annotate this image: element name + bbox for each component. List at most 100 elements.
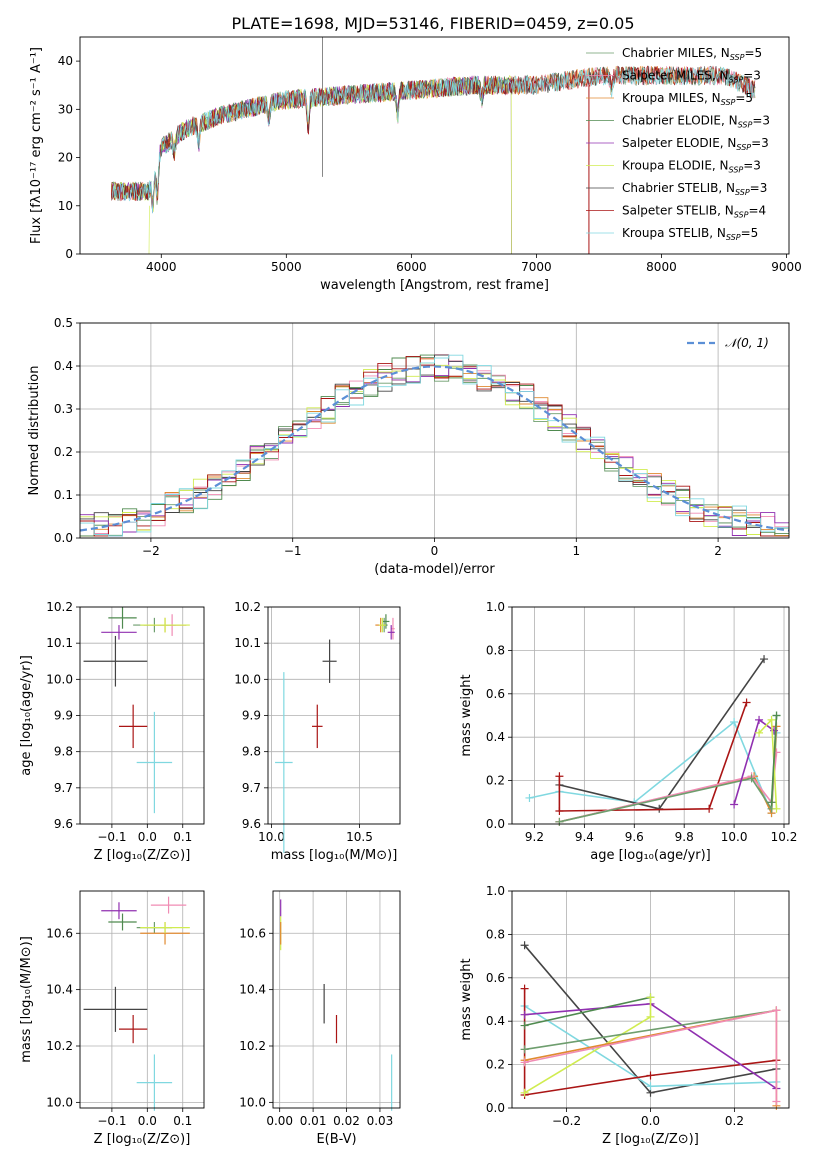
x-tick-label: 9000: [771, 260, 802, 274]
y-axis-label: Flux [fλ10⁻¹⁷ erg cm⁻² s⁻¹ A⁻¹]: [29, 47, 44, 244]
x-tick-label: 9.8: [675, 830, 694, 844]
x-tick-label: 10.5: [346, 830, 373, 844]
x-tick-label: 10.0: [258, 830, 285, 844]
y-tick-label: 0.1: [54, 488, 73, 502]
legend-label: Chabrier MILES, NSSP=5: [622, 46, 762, 62]
y-tick-label: 0.2: [54, 445, 73, 459]
y-tick-label: 1.0: [486, 884, 505, 898]
x-tick-label: 0.00: [266, 1114, 293, 1128]
weight-vs-metallicity-panel: −0.2 0.0 0.2 0.0 0.2 0.4 0.6 0.8 1.0 Z [log₁₀(Z/Z…: [459, 884, 790, 1147]
mass-vs-metallicity-panel: −0.1 0.0 0.1 10.0 10.2 10.4 10.6 Z [log₁₀(Z/Z⊙)…: [19, 890, 205, 1147]
x-axis-label: wavelength [Angstrom, rest frame]: [320, 278, 549, 293]
y-tick-label: 20: [58, 151, 73, 165]
y-tick-label: 10.6: [46, 926, 73, 940]
weight-point-kroupa_stelib: [525, 793, 534, 802]
weight-point-salpeter_stelib: [705, 804, 714, 813]
x-axis-label: age [log₁₀(age/yr)]: [590, 848, 711, 863]
x-tick-label: 9.6: [625, 830, 644, 844]
x-tick-label: 10.0: [721, 830, 748, 844]
y-tick-label: 0.0: [486, 1101, 505, 1115]
y-tick-label: 0.4: [486, 730, 505, 744]
x-tick-label: 10.2: [771, 830, 798, 844]
y-tick-label: 9.9: [242, 709, 261, 723]
legend-label: Kroupa ELODIE, NSSP=3: [622, 159, 761, 175]
y-tick-label: 10.2: [234, 600, 261, 614]
y-tick-label: 10.0: [46, 672, 73, 686]
y-tick-label: 10: [58, 199, 73, 213]
x-axis-label: Z [log₁₀(Z/Z⊙)]: [94, 1132, 191, 1147]
x-tick-label: 0.0: [138, 830, 157, 844]
y-tick-label: 9.6: [54, 817, 73, 831]
weight-point-kroupa_elodie: [646, 993, 655, 1002]
mass-vs-ebv-panel: 0.00 0.01 0.02 0.03 10.0 10.2 10.4 10.6 E(B-V): [239, 890, 401, 1147]
age-vs-metallicity-panel: −0.1 0.0 0.1 9.6 9.7 9.8 9.9 10.0 10.1 10.2 Z [log…: [19, 600, 205, 863]
y-tick-label: 10.1: [234, 636, 261, 650]
x-tick-label: 0.2: [725, 1114, 744, 1128]
weight-point-chabrier_elodie: [520, 1021, 529, 1030]
normal-curve: [79, 365, 790, 532]
weight-series-chabrier_elodie: [524, 996, 651, 1027]
axes-frame: [79, 890, 205, 1109]
weight-vs-age-panel: 9.2 9.4 9.6 9.8 10.0 10.2 0.0 0.2 0.4 0.6 0.8 1.0 ag…: [459, 600, 797, 863]
x-tick-label: −0.2: [552, 1114, 581, 1128]
spectrum-panel: 4000 5000 6000 7000 8000 9000 0 10 20 30 40 wavelen…: [29, 36, 802, 293]
x-tick-label: −0.1: [97, 830, 126, 844]
weight-point-kroupa_elodie: [520, 1088, 529, 1097]
x-axis-label: Z [log₁₀(Z/Z⊙)]: [602, 1132, 699, 1147]
y-tick-label: 0.0: [54, 531, 73, 545]
legend-label: Kroupa STELIB, NSSP=5: [622, 226, 758, 242]
axes-frame: [79, 36, 790, 255]
x-tick-label: 2: [714, 544, 722, 558]
age-vs-mass-panel: 10.0 10.5 9.6 9.7 9.8 9.9 10.0 10.1 10.2 mass [lo…: [234, 600, 401, 863]
weight-point-chabrier_miles: [520, 1045, 529, 1054]
y-tick-label: 10.0: [234, 672, 261, 686]
y-tick-label: 0.2: [486, 774, 505, 788]
weight-point-kroupa_elodie: [767, 715, 776, 724]
x-tick-label: 6000: [396, 260, 427, 274]
histogram-series-kroupa_stelib: [80, 354, 789, 537]
x-tick-label: 0.1: [173, 1114, 192, 1128]
figure-title: PLATE=1698, MJD=53146, FIBERID=0459, z=0…: [231, 14, 634, 33]
weight-series-chabrier_elodie: [770, 715, 778, 803]
weight-point-salpeter_stelib: [646, 1071, 655, 1080]
legend-label: Chabrier STELIB, NSSP=3: [622, 181, 767, 197]
axes-frame: [511, 890, 790, 1109]
weight-point-salpeter_stelib: [555, 806, 564, 815]
x-tick-label: 0.0: [138, 1114, 157, 1128]
spectrum-series-kroupa_stelib: [111, 66, 756, 214]
legend-label: 𝒩(0, 1): [725, 336, 769, 350]
axes-frame: [267, 606, 401, 825]
weight-point-kroupa_elodie: [646, 1012, 655, 1021]
x-axis-label: E(B-V): [316, 1132, 356, 1147]
weight-point-chabrier_elodie: [772, 711, 781, 720]
y-tick-label: 9.7: [54, 781, 73, 795]
y-axis-label: mass weight: [459, 958, 474, 1040]
weight-series-chabrier_miles: [524, 1009, 777, 1051]
axes-frame: [79, 322, 790, 539]
weight-point-salpeter_elodie: [755, 715, 764, 724]
y-tick-label: 0.4: [54, 359, 73, 373]
x-tick-label: −2: [142, 544, 160, 558]
x-tick-label: 0.01: [300, 1114, 327, 1128]
x-tick-label: 1: [572, 544, 580, 558]
spectrum-series-salpeter_stelib: [111, 65, 756, 207]
weight-point-salpeter_miles: [772, 1097, 781, 1106]
y-tick-label: 0.8: [486, 927, 505, 941]
axes-frame: [79, 606, 205, 825]
y-tick-label: 9.6: [242, 817, 261, 831]
y-tick-label: 10.2: [239, 1039, 266, 1053]
y-tick-label: 9.9: [54, 709, 73, 723]
y-tick-label: 0.4: [486, 1014, 505, 1028]
legend-label: Chabrier ELODIE, NSSP=3: [622, 114, 770, 130]
x-tick-label: 0.02: [333, 1114, 360, 1128]
y-tick-label: 30: [58, 102, 73, 116]
y-axis-label: Normed distribution: [27, 366, 42, 496]
y-tick-label: 1.0: [486, 600, 505, 614]
y-axis-label: mass weight: [459, 674, 474, 756]
x-tick-label: −1: [284, 544, 302, 558]
y-tick-label: 0.6: [486, 971, 505, 985]
weight-series-salpeter_stelib: [523, 988, 777, 1096]
y-tick-label: 10.0: [239, 1095, 266, 1109]
x-tick-label: −0.1: [97, 1114, 126, 1128]
